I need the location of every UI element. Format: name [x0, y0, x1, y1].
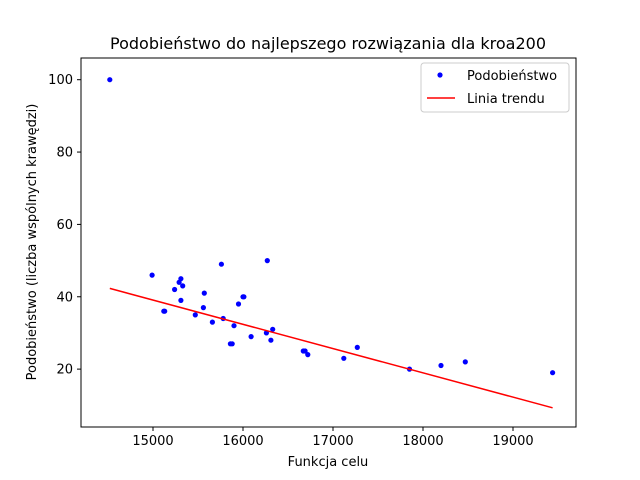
- data-point-19: [235, 301, 242, 307]
- x-tick-label-15000: 15000: [132, 434, 173, 449]
- trend-line: [109, 287, 553, 409]
- data-point-28: [302, 348, 308, 354]
- data-point-1: [107, 77, 113, 83]
- data-point-17: [229, 341, 235, 347]
- data-point-24: [264, 258, 270, 264]
- data-point-35: [550, 370, 556, 376]
- data-point-9: [180, 283, 186, 289]
- data-point-4: [162, 308, 168, 314]
- data-point-12: [201, 290, 207, 296]
- data-point-22: [248, 334, 254, 340]
- legend-box: [420, 62, 570, 113]
- data-point-21: [241, 294, 247, 300]
- y-tick-label-20: 20: [56, 363, 73, 378]
- x-axis-label: Funkcja celu: [288, 455, 369, 470]
- plot-area: [107, 77, 556, 409]
- chart-title: Podobieństwo do najlepszego rozwiązania …: [110, 34, 546, 53]
- legend-label-podobienstwo: Podobieństwo: [467, 69, 557, 84]
- y-tick-label-60: 60: [56, 218, 73, 233]
- data-point-18: [231, 323, 237, 329]
- x-tick-label-17000: 17000: [312, 434, 353, 449]
- data-point-10: [192, 312, 198, 318]
- y-tick-label-100: 100: [48, 73, 73, 88]
- data-point-8: [178, 297, 184, 303]
- axis-ticks: 15000 16000 17000 18000 19000 20 40 60 80 100: [48, 73, 534, 449]
- y-tick-label-40: 40: [56, 290, 73, 305]
- data-point-14: [218, 261, 224, 267]
- axes-frame: [80, 57, 577, 428]
- x-tick-label-18000: 18000: [402, 434, 443, 449]
- data-point-33: [438, 362, 444, 369]
- legend: Podobieństwo Linia trendu: [420, 62, 570, 113]
- data-point-29: [305, 352, 311, 358]
- data-point-13: [209, 319, 215, 325]
- data-point-7: [178, 276, 184, 282]
- data-point-26: [270, 326, 276, 332]
- data-point-34: [462, 359, 468, 365]
- data-point-31: [354, 344, 360, 350]
- legend-label-trend: Linia trendu: [467, 92, 545, 107]
- data-point-2: [149, 272, 155, 278]
- data-point-11: [200, 305, 206, 311]
- y-tick-label-80: 80: [56, 146, 73, 161]
- data-point-5: [172, 286, 178, 293]
- x-tick-label-16000: 16000: [222, 434, 263, 449]
- data-point-25: [268, 337, 274, 343]
- data-point-30: [341, 355, 347, 361]
- y-axis-label: Podobieństwo (liczba wspólnych krawędzi): [25, 104, 40, 381]
- legend-marker-podobienstwo: [437, 72, 443, 78]
- x-tick-label-19000: 19000: [492, 434, 533, 449]
